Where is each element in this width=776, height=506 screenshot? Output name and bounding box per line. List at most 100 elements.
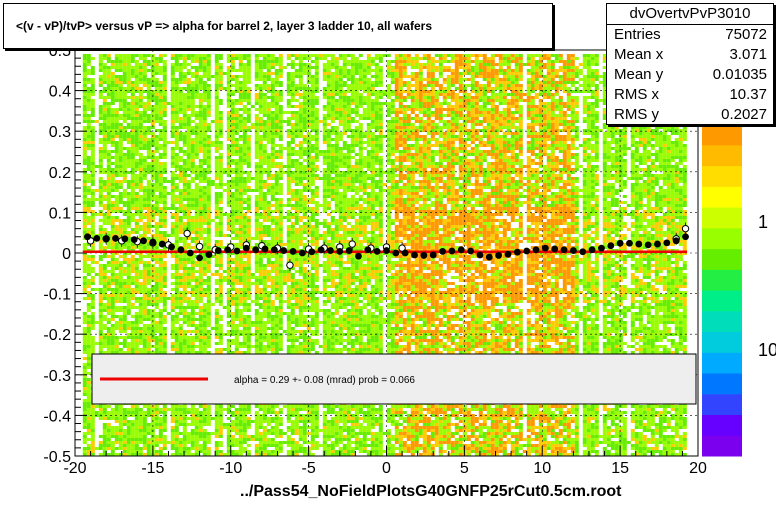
data-point [607,242,615,250]
data-point [570,247,577,254]
data-points [84,222,690,272]
palette-label: 10 [758,340,776,360]
data-point [158,240,166,248]
open-point [681,224,690,233]
data-point [635,240,643,248]
data-point [672,237,680,245]
data-point [485,253,493,261]
data-point [280,247,288,254]
open-point [183,229,191,238]
data-point [457,246,465,254]
data-point [579,248,587,256]
x-tick-label: 15 [611,460,629,477]
open-point [195,242,204,251]
y-tick-label: 0.4 [49,84,71,101]
x-tick-label: 10 [533,460,551,477]
data-point [270,246,278,254]
stats-title: dvOvertvPvP3010 [607,4,773,25]
open-point [286,261,294,269]
data-point [495,252,503,259]
fit-legend: alpha = 0.29 +- 0.08 (mrad) prob = 0.066 [91,353,697,405]
data-point [626,239,633,247]
data-point [654,240,661,248]
data-point [289,247,297,255]
stats-row-rms-y: RMS y 0.2027 [614,106,767,123]
y-tick-label: 0.1 [49,205,71,222]
stats-row-mean-y: Mean y 0.01035 [614,66,767,83]
data-point [439,247,446,255]
data-point [364,246,372,254]
y-tick-label: -0.5 [43,449,71,466]
data-point [355,252,362,260]
x-tick-label: 0 [382,460,391,477]
data-point [448,247,456,255]
data-point [317,246,325,254]
data-point [467,247,475,255]
legend-fit-label: alpha = 0.29 +- 0.08 (mrad) prob = 0.066 [234,375,415,386]
data-point [214,247,222,254]
stats-row-mean-x: Mean x 3.071 [614,46,767,63]
data-point [308,248,316,256]
data-point [513,248,521,256]
y-tick-label: -0.3 [43,368,71,385]
data-point [130,236,138,244]
chart-title: <(v - vP)/tvP> versus vP => alpha for ba… [16,19,432,33]
palette-label: 1 [758,212,768,232]
y-tick-label: 0.2 [49,165,71,182]
y-tick-label: 0.3 [49,124,71,141]
data-point [186,249,194,257]
data-point [242,244,250,252]
data-point [298,249,306,257]
data-point [616,239,624,247]
data-point [345,247,353,254]
data-point [541,244,549,252]
data-point [392,249,400,257]
data-point [523,247,531,255]
x-tick-label: -15 [141,460,164,477]
y-tick-label: 0 [62,246,71,263]
y-tick-label: -0.2 [43,327,71,344]
data-point [205,251,213,259]
chart-title-box: <(v - vP)/tvP> versus vP => alpha for ba… [3,3,553,49]
data-point [551,245,559,253]
data-point [93,234,101,242]
data-point [327,247,334,254]
data-point [504,250,512,258]
stats-row-entries: Entries 75072 [614,26,767,43]
data-point [644,241,652,249]
data-point [102,235,110,243]
data-point [112,234,119,242]
stats-box: dvOvertvPvP3010 Entries 75072 Mean x 3.071… [606,3,774,125]
data-point [336,247,344,255]
data-point [261,245,269,253]
data-point [663,239,671,247]
x-tick-label: 5 [460,460,469,477]
data-point [177,246,185,254]
y-tick-label: -0.1 [43,287,71,304]
data-point [373,247,381,255]
data-point [429,251,437,259]
data-point [383,247,390,254]
data-point [532,246,540,254]
data-point [682,233,689,241]
data-point [196,254,204,262]
data-point [121,235,129,243]
x-tick-label: -20 [63,460,86,477]
data-point [598,244,605,252]
data-point [224,246,232,254]
axis-ticks [74,49,699,457]
x-tick-label: 20 [689,460,707,477]
data-point [401,249,409,257]
y-tick-label: -0.4 [43,408,71,425]
x-tick-label: -10 [219,460,242,477]
data-point [84,233,91,241]
data-point [476,251,484,259]
open-point [398,244,406,252]
data-point [149,238,157,246]
open-point [348,240,356,248]
file-name-label: ../Pass54_NoFieldPlotsG40GNFP25rCut0.5cm… [240,483,622,500]
data-point [252,246,260,254]
data-point [560,246,568,254]
data-point [588,246,596,254]
